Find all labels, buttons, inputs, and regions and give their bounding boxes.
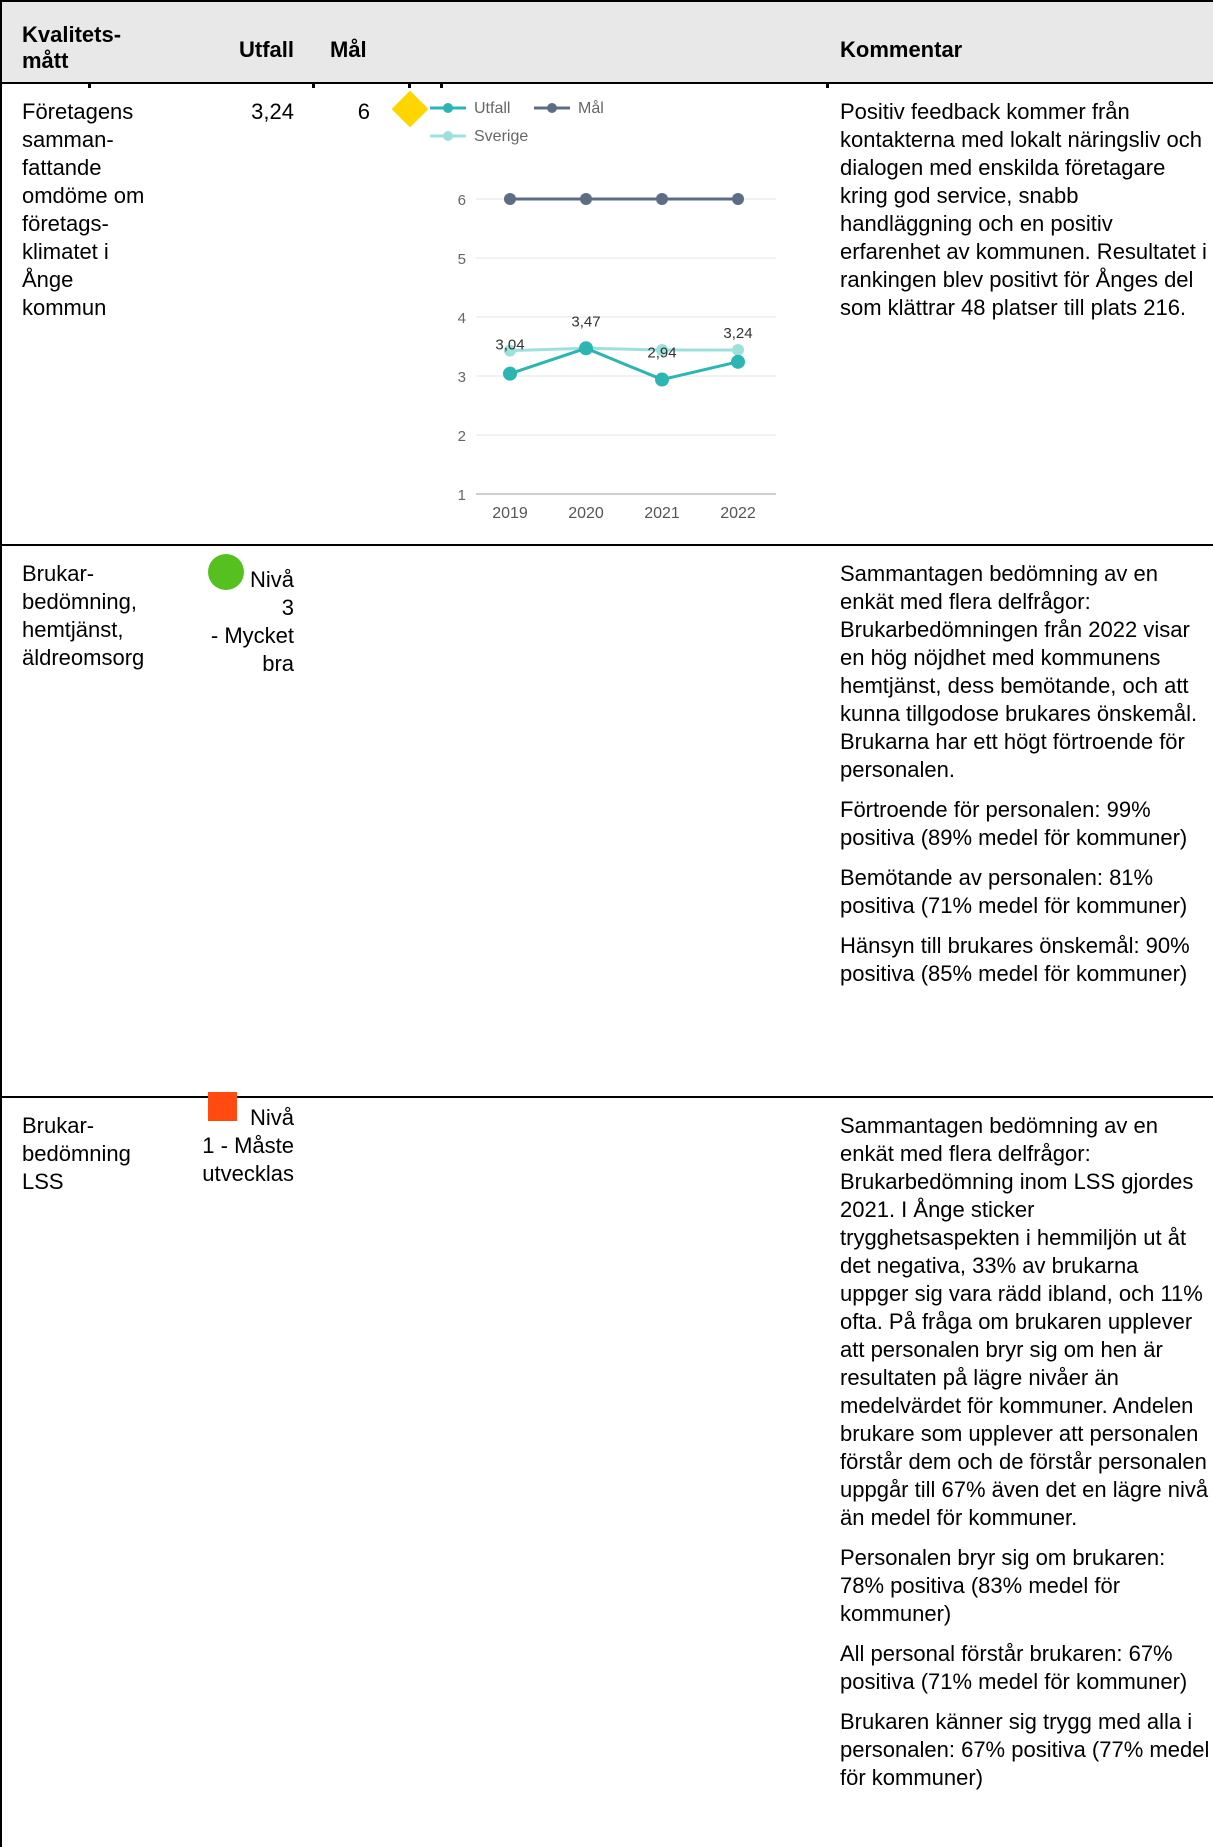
y-tick-label: 4 [458,310,466,327]
comment-cell: Sammantagen bedömning av en enkät med fl… [840,560,1210,1000]
row-divider [0,544,1213,546]
comment-paragraph: Brukaren känner sig trygg med alla i per… [840,1709,1210,1790]
table-left-border [0,0,2,1847]
comment-cell: Sammantagen bedömning av en enkät med fl… [840,1112,1210,1804]
column-tick [408,84,411,88]
comment-paragraph: Bemötande av personalen: 81% positiva (7… [840,865,1188,918]
comment-paragraph: Hänsyn till brukares önskemål: 90% posit… [840,933,1190,986]
column-tick [88,84,91,88]
header-comment: Kommentar [840,37,963,62]
legend-label: Sverige [474,128,528,145]
x-tick-label: 2021 [644,505,680,522]
y-tick-label: 3 [458,369,466,386]
comment-paragraph: Sammantagen bedömning av en enkät med fl… [840,561,1198,782]
y-tick-label: 6 [458,192,466,209]
data-point [655,372,669,387]
data-point [504,193,516,205]
yellow-diamond-icon [391,90,429,128]
column-tick [312,84,315,88]
outcome-value: Nivå 1 - Måste utvecklas [202,1105,294,1186]
series-line-utfall [509,346,739,382]
target-value: 6 [357,99,370,124]
comment-paragraph: Sammantagen bedömning av en enkät med fl… [840,1113,1209,1530]
comment-paragraph: Positiv feedback kommer från kontakterna… [840,99,1207,320]
measure-label: Brukar- bedömning LSS [22,1113,131,1194]
table-top-border [0,0,1213,2]
data-point [656,193,668,205]
table-header-background [2,2,1213,84]
header-divider [0,82,1213,84]
x-tick-label: 2022 [720,505,756,522]
legend-label: Utfall [474,100,510,117]
comment-paragraph: Personalen bryr sig om brukaren: 78% pos… [840,1545,1166,1626]
data-point [732,193,744,205]
comment-paragraph: All personal förstår brukaren: 67% posit… [840,1641,1188,1694]
y-tick-label: 2 [458,428,466,445]
comment-cell: Positiv feedback kommer från kontakterna… [840,98,1210,334]
data-point [731,354,745,369]
y-tick-label: 1 [458,487,466,504]
legend-marker [443,131,453,141]
data-point [656,344,668,357]
data-label: 3,47 [571,313,600,330]
green-circle-icon [208,554,244,590]
x-tick-label: 2019 [492,505,528,522]
data-label: 3,24 [723,325,752,342]
data-point [504,344,516,357]
header-target: Mål [330,37,367,62]
series-line-sverige [509,346,738,353]
line-chart: 1 2 3 4 5 6 2019 2020 2021 2022 3,04 3,47 2,94 3,24 Ut… [430,99,776,522]
legend-label: Mål [578,99,604,117]
red-square-icon [208,1092,237,1121]
column-tick [440,84,443,88]
legend-marker [443,103,453,113]
data-point [580,193,592,205]
outcome-value: 3,24 [251,99,294,124]
data-label: 2,94 [647,345,676,362]
comment-paragraph: Förtroende för personalen: 99% positiva … [840,797,1188,850]
data-point [503,366,517,381]
header-measure: Kvalitets- mått [22,22,122,73]
data-point [732,344,744,357]
measure-label: Brukar- bedömning, hemtjänst, äldreomsor… [22,561,145,670]
outcome-value: Nivå 3 - Mycket bra [210,567,294,676]
row-divider [0,1096,1213,1098]
data-label: 3,04 [495,337,524,354]
measure-label: Företagens samman- fattande omdöme om fö… [22,99,145,320]
column-tick [826,84,829,88]
legend-marker [547,103,557,113]
header-outcome: Utfall [239,37,294,62]
data-point [579,341,593,356]
x-tick-label: 2020 [568,505,604,522]
y-tick-label: 5 [458,251,466,268]
